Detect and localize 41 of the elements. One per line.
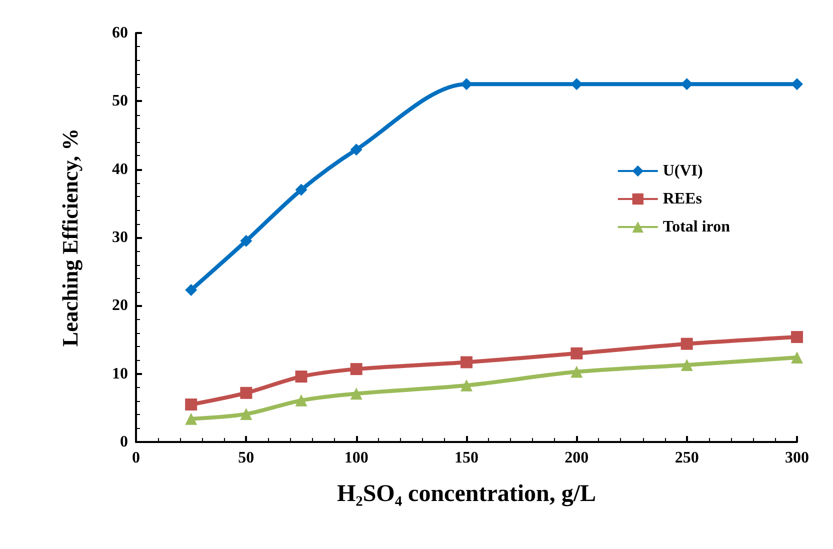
- y-tick-label: 20: [112, 297, 128, 314]
- point: [460, 379, 472, 392]
- y-tick-label: 0: [120, 434, 128, 450]
- point: [791, 351, 803, 364]
- y-tick-label: 30: [112, 229, 128, 246]
- point: [791, 78, 803, 90]
- point: [185, 412, 198, 425]
- point: [460, 78, 472, 90]
- legend-label: U(VI): [662, 162, 703, 180]
- legend-label: Total iron: [662, 218, 730, 236]
- x-axis-title: H₂SO₄ concentration, g/L: [336, 481, 596, 507]
- point: [295, 370, 308, 383]
- x-tick-label: 50: [238, 450, 254, 466]
- point: [680, 358, 693, 371]
- point: [680, 338, 693, 350]
- point: [350, 388, 362, 400]
- x-tick-label: 100: [344, 450, 368, 466]
- point: [185, 398, 198, 411]
- y-tick-label: 50: [112, 92, 128, 110]
- point: [240, 234, 252, 247]
- y-tick-label: 60: [112, 24, 128, 42]
- point: [240, 386, 252, 399]
- point: [185, 284, 198, 296]
- y-tick-label: 40: [112, 160, 128, 178]
- x-tick-label: 300: [785, 450, 809, 466]
- x-tick-label: 200: [564, 450, 589, 466]
- y-tick-label: 10: [112, 365, 128, 382]
- y-axis-title: Leaching Efficiency, %: [58, 128, 82, 347]
- point: [791, 331, 803, 344]
- legend-label: REEs: [662, 190, 702, 208]
- point: [240, 408, 252, 420]
- point: [570, 366, 583, 378]
- point: [295, 184, 308, 196]
- point: [295, 394, 308, 406]
- point: [350, 363, 362, 376]
- point: [350, 144, 362, 156]
- x-tick-label: 150: [454, 450, 478, 466]
- point: [570, 347, 583, 360]
- x-tick-label: 250: [674, 450, 699, 466]
- point: [460, 356, 472, 368]
- x-tick-label: 0: [132, 450, 140, 466]
